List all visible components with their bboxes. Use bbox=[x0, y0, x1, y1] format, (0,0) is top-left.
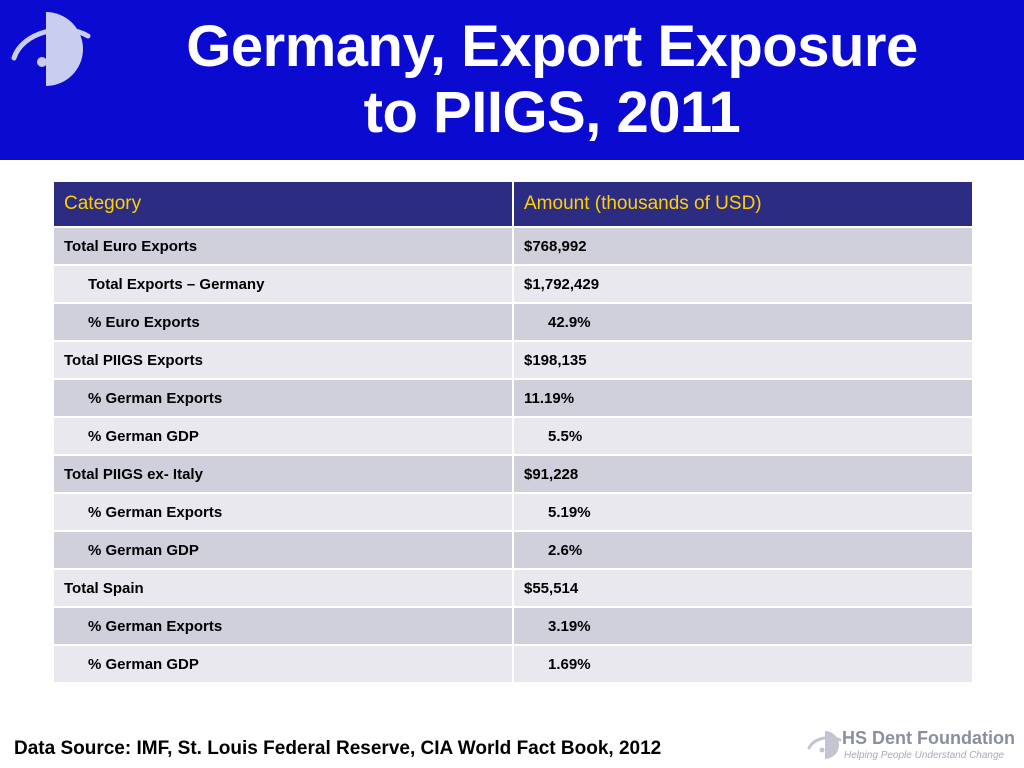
title-line-1: Germany, Export Exposure bbox=[186, 14, 918, 79]
table-row: % German Exports 3.19% bbox=[52, 606, 974, 646]
table-row: Total Euro Exports $768,992 bbox=[52, 226, 974, 266]
table-row: % German GDP 1.69% bbox=[52, 644, 974, 684]
table-row: % Euro Exports 42.9% bbox=[52, 302, 974, 342]
amount-cell: $55,514 bbox=[512, 568, 974, 608]
column-header-category: Category bbox=[52, 180, 514, 228]
amount-cell: 2.6% bbox=[512, 530, 974, 570]
amount-cell: 5.5% bbox=[512, 416, 974, 456]
category-cell: % German GDP bbox=[52, 644, 514, 684]
amount-cell: $91,228 bbox=[512, 454, 974, 494]
amount-cell: 42.9% bbox=[512, 302, 974, 342]
category-cell: Total Exports – Germany bbox=[52, 264, 514, 304]
title-line-2: to PIIGS, 2011 bbox=[363, 80, 741, 145]
table-row: % German GDP 2.6% bbox=[52, 530, 974, 570]
category-cell: Total Euro Exports bbox=[52, 226, 514, 266]
category-cell: % German GDP bbox=[52, 530, 514, 570]
table-header-row: Category Amount (thousands of USD) bbox=[52, 180, 974, 228]
category-cell: Total PIIGS Exports bbox=[52, 340, 514, 380]
category-cell: % Euro Exports bbox=[52, 302, 514, 342]
table-row: % German GDP 5.5% bbox=[52, 416, 974, 456]
table-row: % German Exports 11.19% bbox=[52, 378, 974, 418]
amount-cell: $768,992 bbox=[512, 226, 974, 266]
amount-cell: 11.19% bbox=[512, 378, 974, 418]
amount-cell: 5.19% bbox=[512, 492, 974, 532]
category-cell: % German Exports bbox=[52, 492, 514, 532]
table-row: Total PIIGS ex- Italy $91,228 bbox=[52, 454, 974, 494]
page-title: Germany, Export Exposure to PIIGS, 2011 bbox=[80, 14, 1024, 146]
foundation-logo-icon bbox=[807, 731, 842, 759]
foundation-name: HS Dent Foundation bbox=[842, 728, 1015, 748]
export-exposure-table: Category Amount (thousands of USD) Total… bbox=[52, 180, 974, 684]
foundation-tagline: Helping People Understand Change bbox=[844, 750, 1005, 761]
amount-cell: $198,135 bbox=[512, 340, 974, 380]
title-banner: Germany, Export Exposure to PIIGS, 2011 bbox=[0, 0, 1024, 160]
table-row: Total PIIGS Exports $198,135 bbox=[52, 340, 974, 380]
column-header-amount: Amount (thousands of USD) bbox=[512, 180, 974, 228]
category-cell: % German Exports bbox=[52, 606, 514, 646]
amount-cell: $1,792,429 bbox=[512, 264, 974, 304]
table-row: Total Exports – Germany $1,792,429 bbox=[52, 264, 974, 304]
data-source-note: Data Source: IMF, St. Louis Federal Rese… bbox=[14, 738, 662, 759]
amount-cell: 3.19% bbox=[512, 606, 974, 646]
category-cell: Total Spain bbox=[52, 568, 514, 608]
amount-cell: 1.69% bbox=[512, 644, 974, 684]
category-cell: Total PIIGS ex- Italy bbox=[52, 454, 514, 494]
category-cell: % German GDP bbox=[52, 416, 514, 456]
hs-dent-logo-icon bbox=[11, 12, 91, 86]
table-row: Total Spain $55,514 bbox=[52, 568, 974, 608]
category-cell: % German Exports bbox=[52, 378, 514, 418]
table-row: % German Exports 5.19% bbox=[52, 492, 974, 532]
footer-logo: HS Dent Foundation Helping People Unders… bbox=[806, 726, 1016, 766]
